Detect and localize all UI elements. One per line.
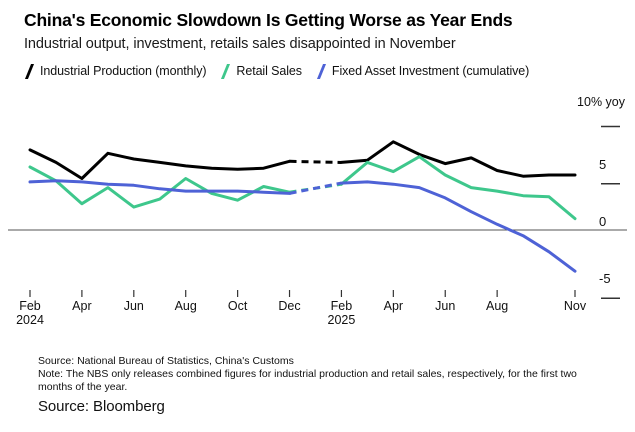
legend-label: Fixed Asset Investment (cumulative) bbox=[331, 64, 530, 78]
x-axis-tick-label: Feb 2025 bbox=[327, 299, 356, 327]
chart-subtitle: Industrial output, investment, retails s… bbox=[24, 36, 456, 52]
legend-item-retail-sales[interactable]: Retail Sales bbox=[220, 63, 302, 79]
x-axis-year-label: 2024 bbox=[16, 313, 44, 327]
y-axis-tick-label: -5 bbox=[599, 271, 611, 287]
x-axis-tick-label: Aug bbox=[174, 299, 197, 313]
slash-marker-icon bbox=[24, 63, 35, 79]
legend-item-fixed-asset-investment[interactable]: Fixed Asset Investment (cumulative) bbox=[316, 63, 530, 79]
x-axis-year-label: 2025 bbox=[327, 313, 356, 327]
x-axis-tick-label: Oct bbox=[227, 299, 248, 313]
footnote-source: Source: National Bureau of Statistics, C… bbox=[38, 355, 294, 367]
x-axis-tick-label: Feb 2024 bbox=[16, 299, 44, 327]
x-axis-tick-label: Apr bbox=[383, 299, 404, 313]
legend-item-industrial-production[interactable]: Industrial Production (monthly) bbox=[24, 63, 207, 79]
x-axis-tick-label: Nov bbox=[563, 299, 587, 313]
chart-legend: Industrial Production (monthly) Retail S… bbox=[24, 63, 543, 79]
footnote-note: Note: The NBS only releases combined fig… bbox=[38, 368, 577, 394]
chart-footnotes: Source: National Bureau of Statistics, C… bbox=[38, 355, 598, 395]
slash-marker-icon bbox=[220, 63, 231, 79]
x-axis-tick-label: Aug bbox=[486, 299, 509, 313]
x-axis-tick-label: Dec bbox=[278, 299, 301, 313]
y-axis-tick-label: 5 bbox=[599, 156, 607, 172]
x-axis-tick-label: Jun bbox=[123, 299, 144, 313]
slash-marker-icon bbox=[316, 63, 327, 79]
legend-label: Retail Sales bbox=[236, 64, 302, 78]
legend-label: Industrial Production (monthly) bbox=[40, 64, 207, 78]
x-axis-tick-label: Apr bbox=[72, 299, 92, 313]
page-title: China's Economic Slowdown Is Getting Wor… bbox=[24, 10, 513, 30]
source-credit: Source: Bloomberg bbox=[38, 398, 165, 415]
y-axis-unit-label: 10% yoy bbox=[577, 95, 625, 109]
y-axis-tick-label: 0 bbox=[599, 214, 607, 229]
x-axis-tick-label: Jun bbox=[435, 299, 456, 313]
